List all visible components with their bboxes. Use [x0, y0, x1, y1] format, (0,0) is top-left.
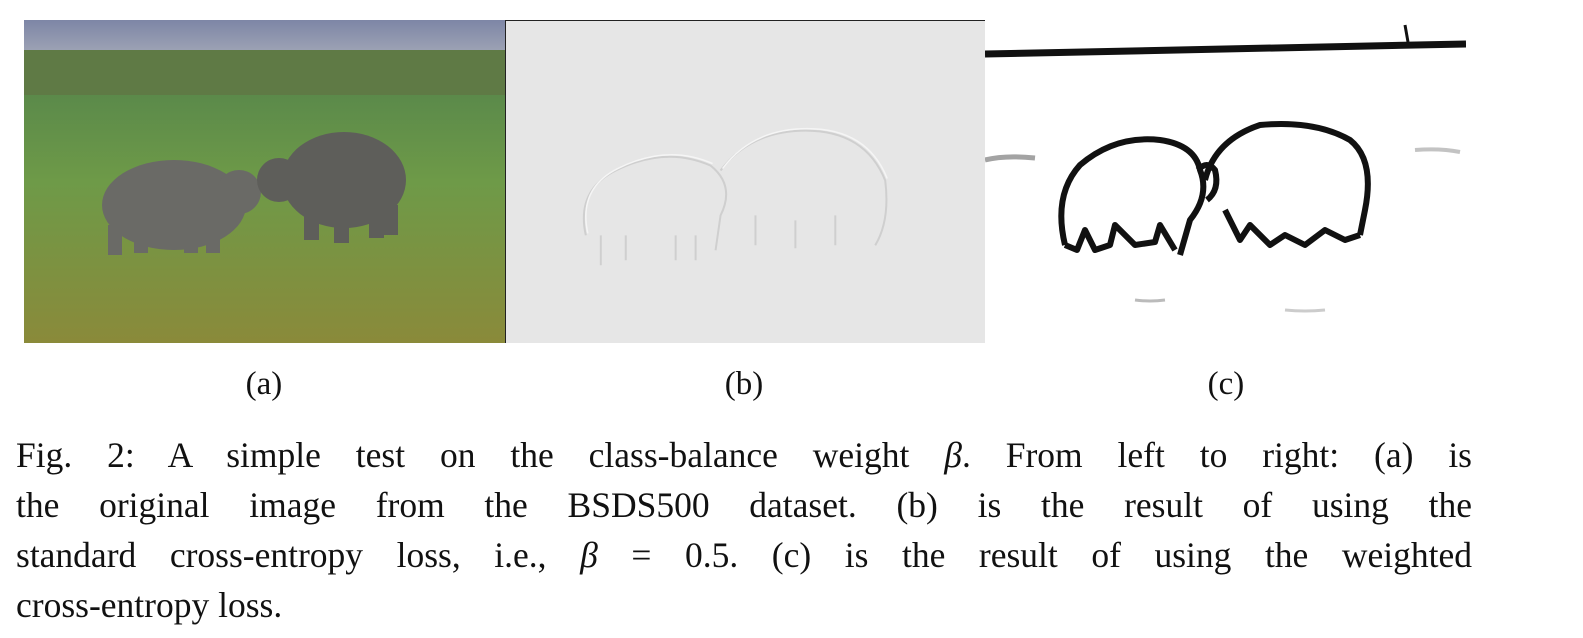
- subfigure-label-b: (b): [724, 366, 764, 402]
- rhino-photo-image: [24, 20, 505, 343]
- caption-line-2: the original image from the BSDS500 data…: [16, 485, 1472, 525]
- edge-map-image: [985, 20, 1466, 343]
- caption-text: standard cross-entropy loss, i.e.,: [16, 535, 547, 575]
- beta-symbol: β: [944, 435, 962, 475]
- beta-symbol: β: [580, 535, 598, 575]
- embossed-result-image: [506, 21, 985, 343]
- caption-line-1: Fig. 2: A simple test on the class-balan…: [16, 430, 1472, 480]
- subfigure-label-c: (c): [1207, 366, 1245, 402]
- panel-c-weighted-loss-result: [985, 20, 1466, 343]
- caption-line-4: cross-entropy loss.: [16, 585, 283, 625]
- caption-text: Fig. 2: A simple test on the class-balan…: [16, 435, 910, 475]
- caption-text: . From left to right: (a) is: [961, 435, 1472, 475]
- panel-a-original-image: [24, 20, 505, 343]
- figure-caption: Fig. 2: A simple test on the class-balan…: [16, 430, 1472, 630]
- caption-text: = 0.5. (c) is the result of using the we…: [597, 535, 1472, 575]
- caption-line-3: standard cross-entropy loss, i.e., β = 0…: [16, 530, 1472, 580]
- panel-b-standard-loss-result: [505, 20, 985, 343]
- subfigure-label-a: (a): [245, 366, 283, 402]
